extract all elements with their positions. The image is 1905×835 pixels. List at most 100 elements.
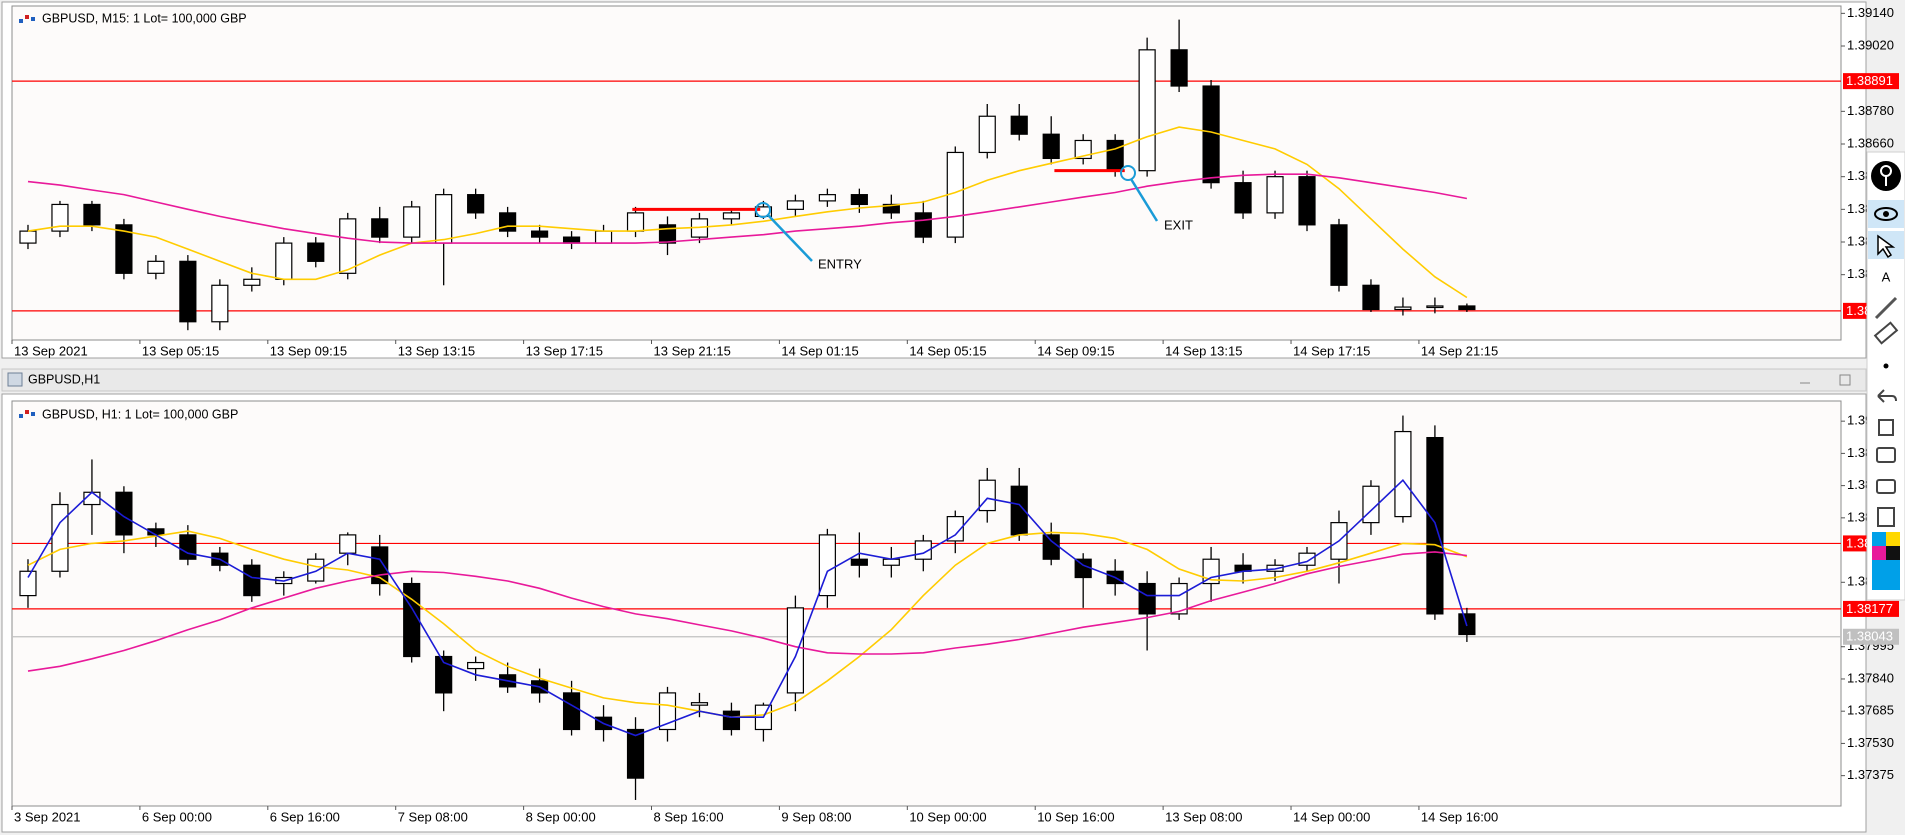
candle-body — [1202, 85, 1220, 184]
entry-marker — [755, 202, 771, 218]
dot-tool[interactable] — [1883, 363, 1889, 369]
candle-body — [882, 203, 900, 214]
y-tick-label: 1.37840 — [1847, 670, 1894, 685]
candle-body — [115, 224, 133, 274]
x-tick-label: 13 Sep 13:15 — [398, 343, 475, 358]
candle-body — [786, 200, 804, 210]
x-tick-label: 8 Sep 16:00 — [654, 809, 724, 824]
toolbar: A — [1866, 151, 1905, 601]
y-tick-label: 1.37375 — [1847, 767, 1894, 782]
candle-body — [1170, 582, 1188, 615]
candle-body — [818, 194, 836, 202]
maximize-button[interactable] — [1839, 374, 1851, 386]
candle-body — [658, 692, 677, 731]
candle-body — [722, 710, 741, 731]
candle-body — [371, 218, 389, 238]
chart-layer: 1.391401.390201.387801.386601.385401.384… — [11, 5, 1899, 824]
bin-tool[interactable] — [1876, 447, 1896, 463]
candle-body — [211, 284, 229, 323]
candle-body — [243, 278, 261, 286]
line-tool[interactable] — [1874, 296, 1898, 320]
candle-body — [339, 534, 357, 554]
x-tick-label: 10 Sep 00:00 — [909, 809, 986, 824]
candle-body — [562, 236, 581, 244]
ruler-tool[interactable] — [1873, 321, 1899, 345]
candle-body — [1042, 534, 1060, 560]
annotation: ENTRY — [818, 256, 862, 271]
x-tick-label: 13 Sep 09:15 — [270, 343, 347, 358]
color-swatch[interactable] — [1872, 532, 1886, 546]
candle-body — [978, 479, 996, 512]
x-tick-label: 13 Sep 21:15 — [654, 343, 731, 358]
x-tick-label: 14 Sep 01:15 — [781, 343, 858, 358]
candle-body — [179, 260, 197, 323]
y-tick-label: 1.37530 — [1847, 735, 1894, 750]
candle-body — [1234, 182, 1252, 214]
pin-tool[interactable] — [1871, 161, 1901, 191]
color-swatch[interactable] — [1872, 560, 1900, 590]
moving-average — [27, 479, 1468, 737]
x-tick-label: 13 Sep 08:00 — [1165, 809, 1242, 824]
candle-body — [307, 242, 325, 262]
undo-tool[interactable] — [1877, 389, 1897, 403]
candle-body — [594, 230, 613, 244]
chart-title: GBPUSD, M15: 1 Lot= 100,000 GBP — [42, 11, 247, 25]
candle-body — [1010, 115, 1028, 135]
x-tick-label: 14 Sep 09:15 — [1037, 343, 1114, 358]
candle-body — [435, 655, 453, 694]
y-tick-label: 1.39020 — [1847, 37, 1894, 52]
candle-body — [1170, 49, 1188, 87]
candle-body — [531, 230, 549, 238]
cursor-tool[interactable] — [1868, 231, 1904, 259]
level-label-box — [1843, 600, 1899, 617]
candle-body — [179, 534, 197, 560]
candle-body — [403, 582, 421, 658]
x-tick-label: 14 Sep 00:00 — [1293, 809, 1370, 824]
x-tick-label: 13 Sep 2021 — [14, 343, 88, 358]
x-tick-label: 10 Sep 16:00 — [1037, 809, 1114, 824]
candle-body — [51, 203, 69, 232]
list-tool[interactable] — [1877, 507, 1895, 527]
color-swatch[interactable] — [1872, 546, 1886, 560]
exit-pointer — [1129, 178, 1159, 222]
candle-body — [626, 728, 645, 779]
y-tick-label: 1.37685 — [1847, 703, 1894, 718]
candle-body — [562, 692, 581, 731]
candle-body — [1138, 49, 1156, 172]
x-tick-label: 14 Sep 17:15 — [1293, 343, 1370, 358]
text-tool[interactable]: A — [1882, 269, 1891, 284]
symbol-icon — [19, 15, 35, 418]
candle-body — [690, 702, 709, 706]
entry-pointer — [767, 214, 813, 262]
candle-body — [786, 607, 804, 694]
candle-body — [1394, 306, 1412, 311]
candle-body — [275, 242, 293, 280]
candle-body — [1266, 176, 1284, 214]
color-swatch[interactable] — [1886, 532, 1900, 546]
candle-body — [882, 558, 900, 566]
delete-tool[interactable] — [1878, 419, 1894, 436]
candle-body — [1074, 139, 1092, 160]
y-tick-label: 1.38780 — [1847, 103, 1894, 118]
level-label: 1.38177 — [1846, 601, 1893, 616]
candle-body — [1298, 176, 1316, 226]
color-swatch[interactable] — [1886, 546, 1900, 560]
exit-marker — [1120, 165, 1136, 181]
candle-body — [115, 491, 133, 536]
candle-body — [658, 224, 677, 244]
eye-tool[interactable] — [1868, 200, 1904, 228]
candle-body — [19, 230, 37, 244]
candle-body — [1138, 582, 1156, 615]
screenshot-tool[interactable] — [1876, 479, 1896, 494]
level-label-box — [1843, 73, 1899, 90]
candle-body — [850, 558, 868, 566]
candle-body — [83, 203, 101, 226]
candle-body — [467, 194, 485, 214]
candle-body — [403, 206, 421, 238]
chart-title: GBPUSD, H1: 1 Lot= 100,000 GBP — [42, 407, 238, 421]
candle-body — [1458, 305, 1476, 311]
candle-body — [1362, 284, 1380, 311]
candle-body — [1394, 430, 1412, 518]
candle-body — [850, 194, 868, 206]
candle-body — [914, 212, 932, 238]
